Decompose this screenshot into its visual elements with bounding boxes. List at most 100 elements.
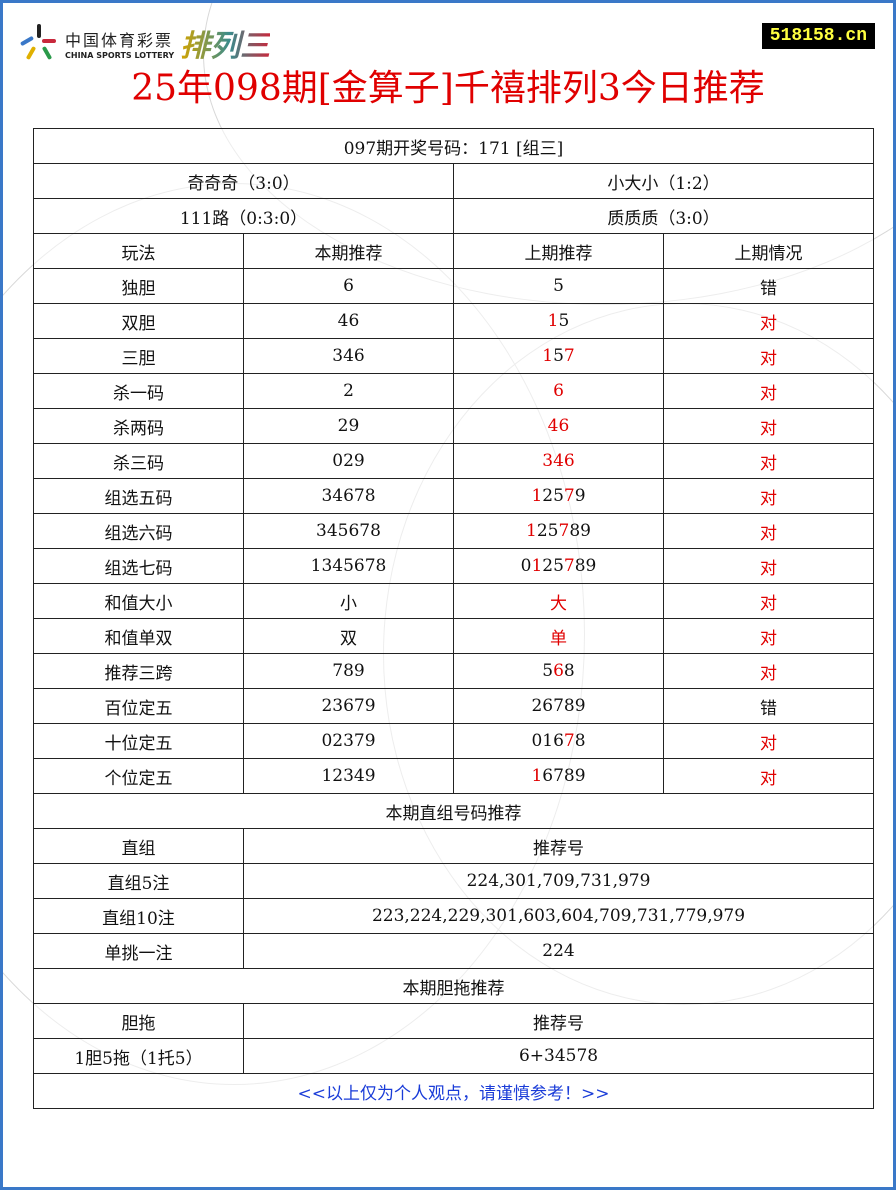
previous-pick: 26789 xyxy=(453,688,664,724)
play-name: 和值单双 xyxy=(33,618,244,654)
play-name: 组选七码 xyxy=(33,548,244,584)
previous-pick: 单 xyxy=(453,618,664,654)
play-name: 双胆 xyxy=(33,303,244,339)
pick-segment: 25 xyxy=(542,486,564,506)
recommendation-table: 097期开奖号码：171 [组三] 奇奇奇（3:0） 小大小（1:2） 111路（… xyxy=(32,128,875,1109)
draw-row: 097期开奖号码：171 [组三] xyxy=(32,128,875,164)
play-name: 组选六码 xyxy=(33,513,244,549)
table-row: 十位定五 02379 01678 对 xyxy=(33,723,875,759)
pick-segment: 5 xyxy=(553,276,564,296)
current-pick: 029 xyxy=(243,443,454,479)
site-badge: 518158.cn xyxy=(761,23,875,49)
current-pick: 2 xyxy=(243,373,454,409)
table-row: 和值大小小 大 对 xyxy=(33,583,875,619)
play-name: 百位定五 xyxy=(33,688,244,724)
draw-result: 097期开奖号码：171 [组三] xyxy=(32,128,875,164)
table-row: 杀一码 2 6 对 xyxy=(33,373,875,409)
previous-pick: 6 xyxy=(453,373,664,409)
previous-result: 对 xyxy=(662,303,875,339)
row-label: 1胆5拖（1托5） xyxy=(33,1038,244,1074)
current-pick: 02379 xyxy=(243,723,454,759)
table-row: 和值单双双 单 对 xyxy=(33,618,875,654)
previous-result: 对 xyxy=(662,408,875,444)
col-header: 上期情况 xyxy=(662,233,875,269)
recommended-numbers: 224,301,709,731,979 xyxy=(242,863,875,899)
pick-segment: 1 xyxy=(531,486,543,506)
pick-segment: 5 xyxy=(542,661,554,681)
pick-segment: 6 xyxy=(553,381,564,401)
pick-segment: 016 xyxy=(531,731,564,751)
previous-pick: 125789 xyxy=(453,513,664,549)
play-name: 独胆 xyxy=(33,268,244,304)
col-header: 本期推荐 xyxy=(243,233,454,269)
footer-row: <<以上仅为个人观点，请谨慎参考！>> xyxy=(32,1073,875,1109)
pick-segment: 单 xyxy=(550,628,567,649)
col-header: 推荐号 xyxy=(242,828,875,864)
play-name: 杀两码 xyxy=(33,408,244,444)
table-row: 杀三码 029 346 对 xyxy=(33,443,875,479)
current-pick: 346 xyxy=(243,338,454,374)
play-name: 个位定五 xyxy=(33,758,244,794)
pick-segment: 8 xyxy=(563,661,575,681)
pick-segment: 25 xyxy=(542,556,564,576)
odd-even: 奇奇奇（3:0） xyxy=(33,163,454,199)
pick-segment: 7 xyxy=(563,346,575,366)
current-pick: 23679 xyxy=(243,688,454,724)
current-pick: 34678 xyxy=(243,478,454,514)
table-row: 组选七码 1345678 0125789 对 xyxy=(33,548,875,584)
pick-segment: 46 xyxy=(547,416,570,436)
previous-result: 对 xyxy=(662,618,875,654)
previous-result: 对 xyxy=(662,583,875,619)
pick-segment: 8 xyxy=(574,731,586,751)
logo-game: 排列三 xyxy=(180,21,270,65)
page-title: 25年098期[金算子]千禧排列3今日推荐 xyxy=(131,68,765,109)
previous-result: 对 xyxy=(662,758,875,794)
previous-pick: 157 xyxy=(453,338,664,374)
pick-segment: 1 xyxy=(526,521,537,541)
section-title-row: 本期直组号码推荐 xyxy=(32,793,875,829)
recommended-numbers: 223,224,229,301,603,604,709,731,779,979 xyxy=(242,898,875,934)
pick-segment: 89 xyxy=(569,521,591,541)
lottery-logo: 中国体育彩票 CHINA SPORTS LOTTERY 排列三 xyxy=(19,21,270,65)
table-header: 玩法 本期推荐 上期推荐 上期情况 xyxy=(33,233,875,269)
route: 111路（0:3:0） xyxy=(33,198,454,234)
current-pick: 12349 xyxy=(243,758,454,794)
previous-result: 对 xyxy=(662,723,875,759)
table-row: 双胆 46 15 对 xyxy=(33,303,875,339)
logo-en: CHINA SPORTS LOTTERY xyxy=(65,50,175,60)
section-title: 本期直组号码推荐 xyxy=(32,793,875,829)
summary-row: 111路（0:3:0） 质质质（3:0） xyxy=(33,198,875,234)
table-row: 独胆 6 5 错 xyxy=(33,268,875,304)
row-label: 直组10注 xyxy=(33,898,244,934)
col-header: 直组 xyxy=(33,828,244,864)
table-row: 杀两码 29 46 对 xyxy=(33,408,875,444)
table-row: 1胆5拖（1托5） 6+34578 xyxy=(33,1038,875,1074)
pick-segment: 7 xyxy=(558,521,570,541)
logo-cn: 中国体育彩票 xyxy=(65,30,174,50)
table-row: 直组5注 224,301,709,731,979 xyxy=(33,863,875,899)
pick-segment: 346 xyxy=(542,451,575,471)
previous-pick: 46 xyxy=(453,408,664,444)
section-title-row: 本期胆拖推荐 xyxy=(32,968,875,1004)
play-name: 杀一码 xyxy=(33,373,244,409)
col-header: 上期推荐 xyxy=(453,233,664,269)
current-pick: 小 xyxy=(243,583,454,619)
play-name: 组选五码 xyxy=(33,478,244,514)
pick-segment: 9 xyxy=(574,486,586,506)
previous-pick: 01678 xyxy=(453,723,664,759)
table-header: 直组 推荐号 xyxy=(33,828,875,864)
big-small: 小大小（1:2） xyxy=(452,163,875,199)
row-label: 直组5注 xyxy=(33,863,244,899)
pick-segment: 1 xyxy=(531,766,543,786)
previous-pick: 15 xyxy=(453,303,664,339)
table-row: 组选六码 345678 125789 对 xyxy=(33,513,875,549)
play-name: 十位定五 xyxy=(33,723,244,759)
play-name: 和值大小 xyxy=(33,583,244,619)
recommended-numbers: 224 xyxy=(242,933,875,969)
current-pick: 29 xyxy=(243,408,454,444)
col-header: 推荐号 xyxy=(242,1003,875,1039)
prime: 质质质（3:0） xyxy=(452,198,875,234)
pick-segment: 7 xyxy=(563,486,575,506)
previous-result: 对 xyxy=(662,653,875,689)
current-pick: 双 xyxy=(243,618,454,654)
